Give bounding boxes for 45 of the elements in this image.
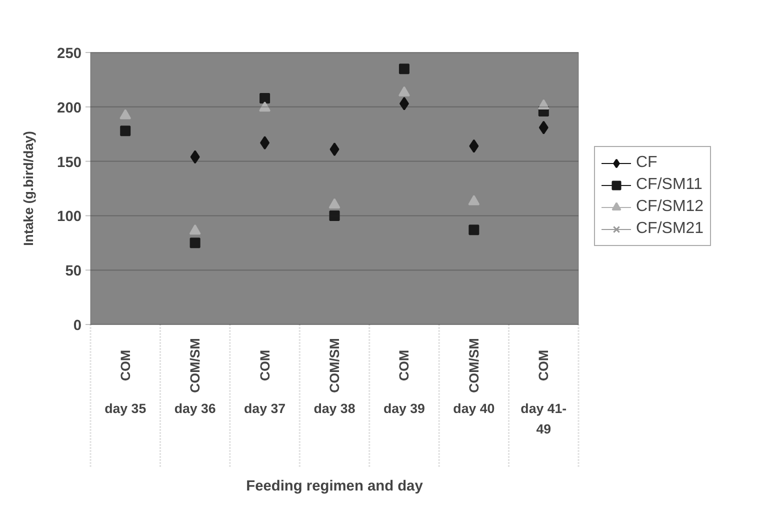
text: COM/SM	[327, 338, 342, 393]
y-tick-label: 50	[65, 264, 82, 280]
y-tick-label: 0	[73, 318, 82, 334]
point	[538, 99, 550, 110]
text: COM	[257, 350, 272, 382]
point	[190, 150, 200, 164]
point	[120, 109, 132, 120]
point	[259, 101, 271, 112]
point	[538, 120, 548, 134]
legend-label: CF/SM11	[636, 176, 702, 194]
point	[398, 64, 410, 74]
point	[399, 96, 409, 110]
x-tick-label: day 38	[314, 401, 356, 416]
y-axis-title: Intake (g.bird/day)	[21, 131, 36, 246]
point	[469, 139, 479, 153]
y-tick-label: 200	[57, 100, 82, 116]
y-tick-label: 100	[57, 209, 82, 226]
point	[260, 92, 270, 104]
x-tick-label: day 37	[244, 401, 286, 416]
text: COM/SM	[188, 338, 203, 393]
text: COM	[536, 350, 552, 382]
y-tick-label: 150	[57, 154, 82, 171]
point	[468, 195, 480, 206]
point	[329, 210, 340, 221]
point	[330, 142, 340, 156]
legend-label: CF/SM21	[636, 220, 704, 238]
point	[189, 224, 201, 235]
x-tick-label: day 35	[104, 401, 147, 416]
text: COM	[118, 350, 133, 382]
x-tick-label: day 41-49	[520, 401, 567, 436]
text: COM/SM	[466, 338, 482, 393]
x-tick-label: day 39	[383, 401, 425, 416]
text: COM	[396, 350, 412, 382]
point	[260, 136, 270, 150]
legend-label: CF	[636, 154, 658, 172]
point	[398, 86, 410, 96]
point	[468, 224, 480, 236]
point	[120, 126, 131, 136]
y-tick-label: 250	[57, 46, 82, 62]
point	[328, 198, 340, 208]
point	[190, 238, 200, 248]
x-axis-title: Feeding regimen and day	[246, 478, 424, 494]
x-tick-label: day 40	[453, 401, 495, 416]
legend-label: CF/SM12	[636, 198, 704, 216]
x-tick-label: day 36	[174, 401, 216, 416]
